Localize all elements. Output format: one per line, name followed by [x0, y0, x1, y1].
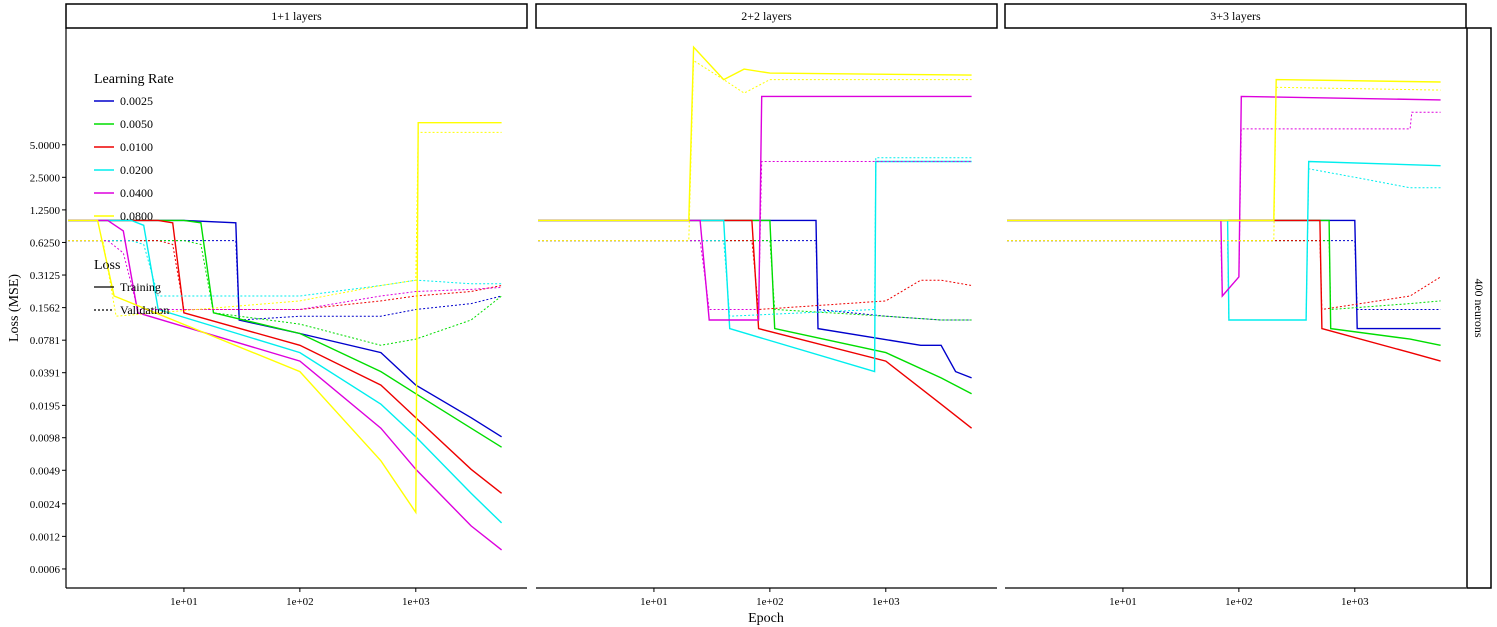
series-line-p3-lr-0_0800-validation — [1007, 86, 1441, 242]
row-strip-box — [1466, 27, 1492, 589]
axes-layer: 1e+01 1e+02 1e+03 1e+01 1e+02 1e+03 1e+01 1e+02… — [30, 28, 1466, 608]
x-axis-title: Epoch — [748, 611, 784, 626]
strip-label-3: 3+3 layers — [1210, 9, 1261, 23]
legend-title-loss: Loss — [94, 258, 120, 273]
y-tick-label-13: 5.0000 — [30, 140, 61, 152]
strips: 1+1 layers 2+2 layers 3+3 layers 400 neu… — [65, 3, 1492, 589]
series-line-p1-lr-0_0025-training — [68, 219, 502, 438]
series-line-p1-lr-0_0400-training — [68, 219, 503, 551]
series-line-p2-lr-0_0400-training — [538, 95, 972, 321]
series-line-p3-lr-0_0400-validation — [1007, 111, 1441, 298]
legend-label-lr-0_0025: 0.0025 — [120, 94, 153, 108]
legend-label-lr-0_0800: 0.0800 — [120, 209, 153, 223]
series-line-p2-lr-0_0800-validation — [538, 59, 972, 242]
y-tick-label-10: 0.6250 — [30, 237, 61, 249]
series-line-p2-lr-0_0200-validation — [538, 157, 972, 317]
x-tick-label-3-1: 1e+02 — [1225, 596, 1253, 608]
y-tick-label-1: 0.0012 — [30, 531, 60, 543]
series-line-p1-lr-0_0400-validation — [68, 240, 502, 310]
x-tick-label-1-1: 1e+02 — [286, 596, 314, 608]
y-tick-label-9: 0.3125 — [30, 270, 61, 282]
y-tick-label-3: 0.0049 — [30, 465, 61, 477]
series-line-p2-lr-0_0200-training — [538, 160, 972, 373]
y-tick-label-6: 0.0391 — [30, 368, 60, 380]
x-tick-label-3-0: 1e+01 — [1109, 596, 1137, 608]
legend-label-validation: Validation — [120, 303, 169, 317]
series-line-p1-lr-0_0800-validation — [68, 131, 502, 317]
y-tick-label-0: 0.0006 — [30, 564, 61, 576]
legend-label-lr-0_0100: 0.0100 — [120, 140, 153, 154]
x-tick-label-1-0: 1e+01 — [170, 596, 198, 608]
series-line-p3-lr-0_0050-training — [1007, 219, 1441, 346]
series-line-p3-lr-0_0100-training — [1007, 219, 1441, 362]
y-tick-label-4: 0.0098 — [30, 433, 61, 445]
legend-label-lr-0_0400: 0.0400 — [120, 186, 153, 200]
y-tick-label-12: 2.5000 — [30, 172, 61, 184]
strip-label-2: 2+2 layers — [741, 9, 792, 23]
x-tick-label-2-1: 1e+02 — [756, 596, 784, 608]
series-line-p2-lr-0_0050-training — [538, 219, 972, 395]
strip-box-1 — [65, 3, 528, 29]
series-line-p1-lr-0_0025-validation — [68, 240, 502, 321]
strip-box-3 — [1004, 3, 1467, 29]
strip-label-1: 1+1 layers — [271, 9, 322, 23]
y-axis-title: Loss (MSE) — [7, 274, 22, 342]
legend-label-lr-0_0200: 0.0200 — [120, 163, 153, 177]
series-line-p2-lr-0_0100-validation — [538, 240, 972, 311]
legend-title-learning-rate: Learning Rate — [94, 72, 174, 87]
x-tick-label-1-2: 1e+03 — [402, 596, 430, 608]
y-tick-label-11: 1.2500 — [30, 205, 61, 217]
series-line-p1-lr-0_0200-validation — [68, 240, 502, 297]
x-tick-label-3-2: 1e+03 — [1341, 596, 1369, 608]
series-line-p3-lr-0_0025-training — [1007, 219, 1441, 330]
series-line-p2-lr-0_0025-validation — [538, 240, 972, 321]
series-line-p3-lr-0_0100-validation — [1007, 240, 1441, 311]
series-line-p1-lr-0_0200-training — [68, 219, 503, 524]
series-line-p1-lr-0_0050-validation — [68, 240, 502, 346]
series-line-p2-lr-0_0050-validation — [538, 240, 972, 321]
series-line-p1-lr-0_0100-validation — [68, 240, 502, 310]
x-tick-label-2-0: 1e+01 — [640, 596, 668, 608]
series-line-p2-lr-0_0800-training — [538, 45, 972, 222]
legend-label-lr-0_0050: 0.0050 — [120, 117, 153, 131]
series-line-p3-lr-0_0025-validation — [1007, 240, 1441, 310]
series-line-p1-lr-0_0800-training — [68, 121, 502, 515]
legend: Learning Rate Loss 0.0025 0.0050 0.0100 0.0… — [94, 72, 174, 317]
legend-label-training: Training — [120, 280, 161, 294]
x-tick-label-2-2: 1e+03 — [872, 596, 900, 608]
series-line-p1-lr-0_0100-training — [68, 219, 503, 494]
series-line-p3-lr-0_0050-validation — [1007, 240, 1441, 311]
series-line-p2-lr-0_0400-validation — [538, 161, 972, 310]
y-tick-label-7: 0.0781 — [30, 335, 60, 347]
strip-box-2 — [535, 3, 998, 29]
row-strip-label: 400 neurons — [1472, 279, 1486, 338]
series-layer — [68, 45, 1441, 551]
y-tick-label-8: 0.1562 — [30, 303, 60, 315]
y-tick-label-5: 0.0195 — [30, 400, 61, 412]
y-tick-label-2: 0.0024 — [30, 499, 61, 511]
series-line-p3-lr-0_0200-validation — [1007, 168, 1441, 321]
series-line-p2-lr-0_0100-training — [538, 219, 973, 429]
series-line-p2-lr-0_0025-training — [538, 219, 972, 379]
series-line-p3-lr-0_0800-training — [1007, 78, 1441, 222]
series-line-p1-lr-0_0050-training — [68, 219, 502, 448]
series-line-p3-lr-0_0400-training — [1007, 95, 1441, 298]
